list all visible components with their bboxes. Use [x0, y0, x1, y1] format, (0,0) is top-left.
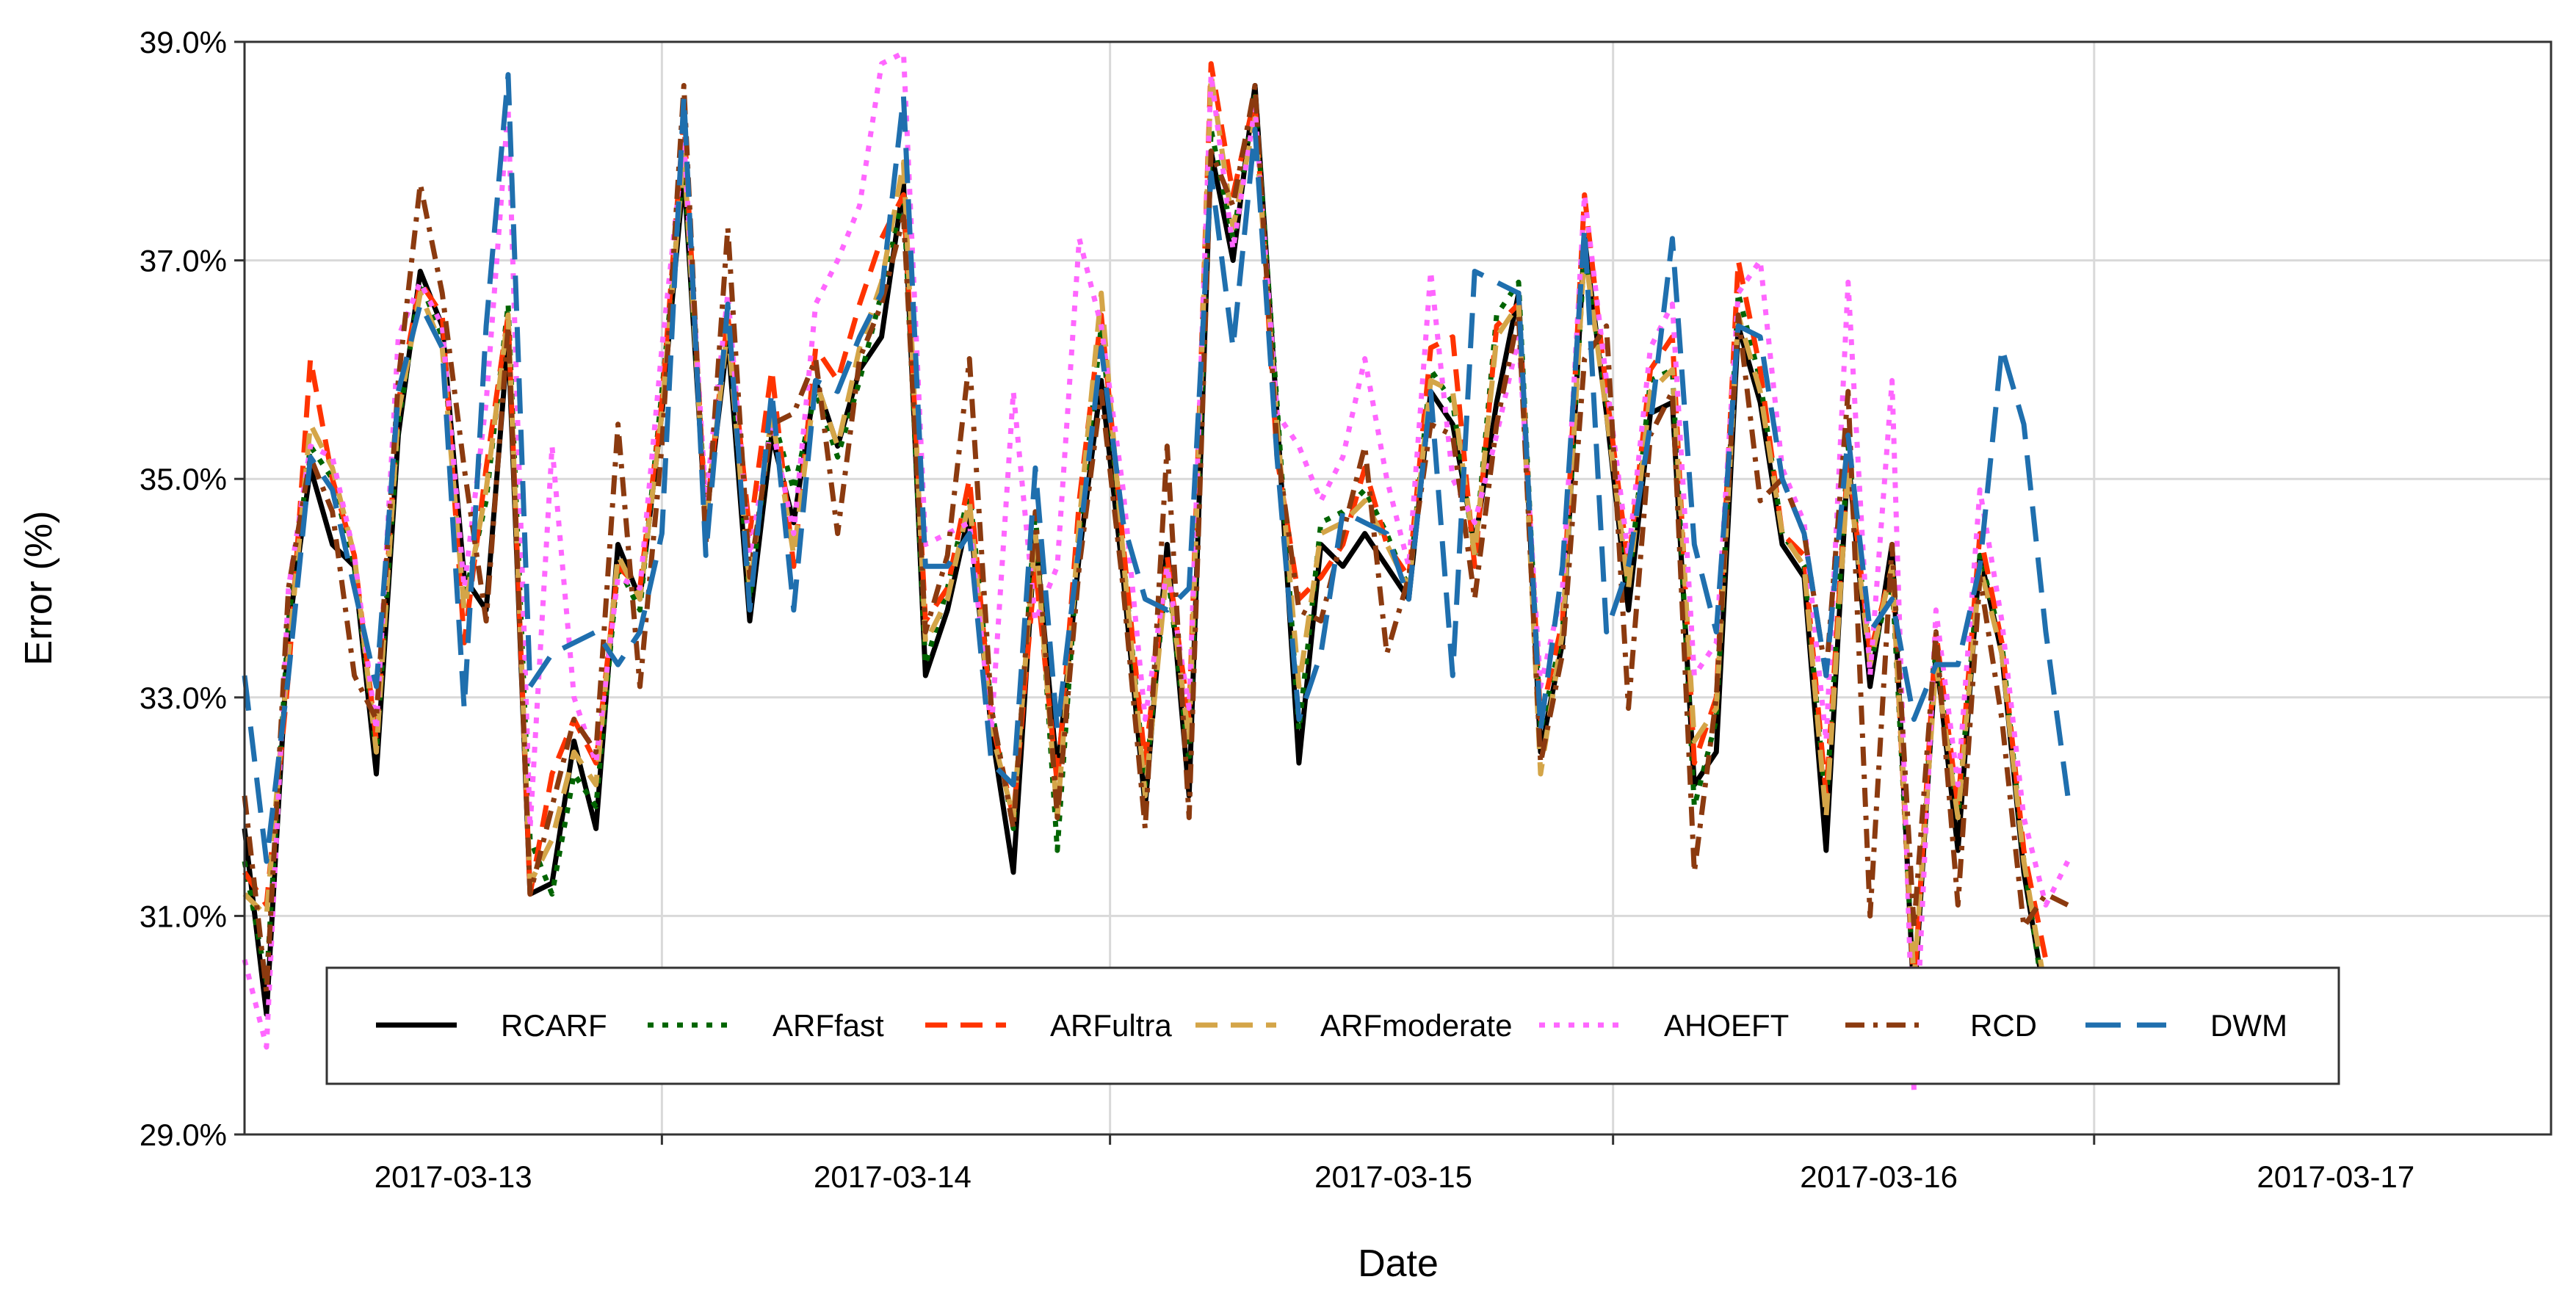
x-tick-label: 2017-03-17 — [2257, 1159, 2414, 1194]
y-axis-label: Error (%) — [18, 511, 60, 666]
x-tick-label: 2017-03-15 — [1314, 1159, 1472, 1194]
x-tick-label: 2017-03-14 — [814, 1159, 972, 1194]
series-line-dwm — [242, 72, 2071, 864]
vertical-gridlines — [660, 42, 2096, 1134]
series-line-arfmoderate — [242, 72, 2068, 996]
legend-label-ahoeft: AHOEFT — [1664, 1008, 1789, 1043]
y-axis: 29.0% 31.0% 33.0% 35.0% 37.0% 39.0% — [140, 25, 245, 1152]
legend: RCARF ARFfast ARFultra ARFmoderate AHOEFT RCD… — [325, 966, 2340, 1085]
legend-label-dwm: DWM — [2210, 1008, 2287, 1043]
x-axis-label: Date — [1358, 1242, 1439, 1285]
y-tick-label: 37.0% — [140, 244, 227, 278]
legend-label-rcd: RCD — [1970, 1008, 2037, 1043]
legend-label-rcarf: RCARF — [501, 1008, 607, 1043]
y-tick-label: 31.0% — [140, 899, 227, 933]
legend-box — [325, 966, 2340, 1085]
x-tick-label: 2017-03-16 — [1800, 1159, 1958, 1194]
y-tick-label: 29.0% — [140, 1118, 227, 1152]
x-axis: 2017-03-13 2017-03-14 2017-03-15 2017-03-16… — [375, 1134, 2414, 1194]
y-tick-label: 39.0% — [140, 25, 227, 59]
legend-label-arfmoderate: ARFmoderate — [1320, 1008, 1512, 1043]
series-line-rcd — [242, 83, 2069, 996]
legend-label-arfultra: ARFultra — [1050, 1008, 1172, 1043]
x-tick-label: 2017-03-13 — [375, 1159, 532, 1194]
legend-label-arffast: ARFfast — [773, 1008, 884, 1043]
plot-frame — [243, 40, 2553, 1136]
y-tick-label: 35.0% — [140, 462, 227, 496]
series-lines — [242, 50, 2071, 1093]
y-tick-label: 33.0% — [140, 681, 227, 715]
